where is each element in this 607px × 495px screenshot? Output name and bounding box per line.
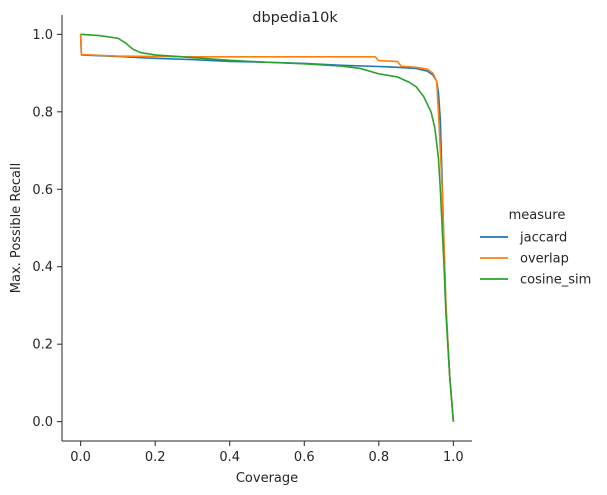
x-tick-label: 0.0 (70, 450, 91, 465)
x-tick-label: 0.8 (368, 450, 389, 465)
chart-title: dbpedia10k (252, 10, 338, 26)
plot-lines (79, 33, 455, 422)
legend-items: jaccard overlap cosine_sim (480, 231, 591, 288)
x-tick-label: 1.0 (443, 450, 464, 465)
legend: measure jaccard overlap cosine_sim (480, 208, 591, 288)
y-tick-label: 0.0 (32, 415, 53, 430)
y-tick-label: 0.2 (32, 338, 53, 353)
x-axis-label: Coverage (236, 471, 298, 486)
y-tick-label: 1.0 (32, 28, 53, 43)
y-tick-label: 0.6 (32, 183, 53, 198)
series-line-overlap (79, 34, 455, 422)
x-tick-label: 0.2 (145, 450, 166, 465)
x-ticks: 0.0 0.2 0.4 0.6 0.8 1.0 (70, 441, 464, 465)
x-tick-label: 0.6 (294, 450, 315, 465)
legend-label: overlap (520, 252, 569, 267)
series-line-jaccard (79, 34, 455, 422)
y-tick-label: 0.4 (32, 260, 53, 275)
series-line-cosine-sim (80, 33, 455, 422)
legend-label: jaccard (519, 231, 567, 246)
x-tick-label: 0.4 (219, 450, 240, 465)
legend-title: measure (509, 208, 566, 223)
y-axis-label: Max. Possible Recall (9, 163, 24, 293)
legend-label: cosine_sim (520, 273, 591, 288)
y-tick-label: 0.8 (32, 105, 53, 120)
y-ticks: 0.0 0.2 0.4 0.6 0.8 1.0 (32, 28, 62, 430)
